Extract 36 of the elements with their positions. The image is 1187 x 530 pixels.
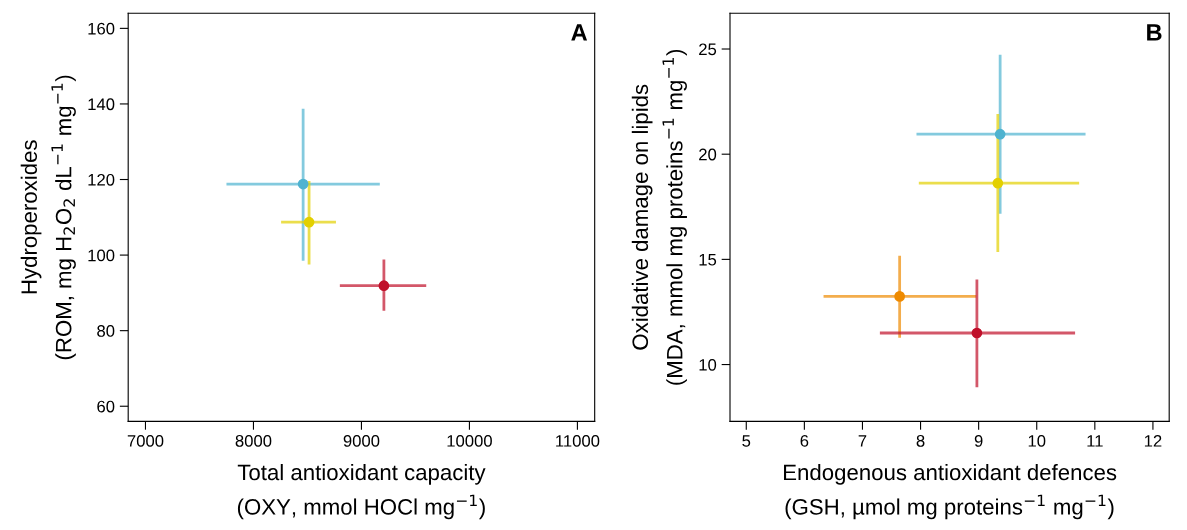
- x-tick-label: 10: [1028, 434, 1046, 447]
- point: [994, 128, 1006, 140]
- x-tick-label: 8: [916, 434, 925, 447]
- x-axis-title: Total antioxidant capacity (OXY, mmol HOCl mg$^{−1}$): [237, 463, 486, 520]
- text: Hydroperoxides (ROM, mg H$_{2}$O$_{2}$ dL$^{−1}$ mg$^{−1}$): [20, 75, 76, 360]
- y-tick-label: 140: [88, 98, 115, 111]
- point: [297, 178, 309, 190]
- x-tick-label: 9000: [343, 434, 380, 447]
- point: [971, 327, 983, 339]
- y-tick-label: 120: [88, 173, 115, 186]
- y-tick-label: 15: [699, 253, 717, 266]
- y-tick-label: 160: [88, 22, 115, 35]
- x-tick-label: 10000: [447, 434, 492, 447]
- x-tick-label: 6: [800, 434, 809, 447]
- x-tick-label: 8000: [235, 434, 272, 447]
- annotation: B: [1147, 24, 1162, 41]
- y-axis-title: Oxidative damage on lipids (MDA, mmol mg proteins$^{−1}$ mg$^{−1}$): [631, 49, 687, 385]
- y-tick-label: 60: [97, 400, 115, 413]
- x-axis-title: Endogenous antioxidant defences (GSH, µmol mg proteins$^{−1}$ mg$^{−1}$): [784, 463, 1117, 520]
- y-tick-label: 80: [97, 325, 115, 337]
- x-tick-label: 12: [1144, 434, 1162, 447]
- x-tick-label: 11: [1087, 435, 1103, 447]
- annotation: A: [571, 24, 588, 41]
- x-tick-label: 11000: [556, 434, 600, 447]
- y-tick-label: 20: [699, 148, 717, 161]
- point: [894, 291, 905, 302]
- point: [378, 280, 390, 292]
- x-tick-label: 9: [974, 434, 983, 447]
- y-tick-label: 10: [699, 358, 717, 371]
- y-tick-label: 25: [699, 43, 717, 56]
- y-tick-label: 100: [88, 249, 115, 262]
- x-tick-label: 7000: [127, 434, 164, 447]
- point: [992, 177, 1004, 189]
- x-tick-label: 7: [858, 435, 867, 447]
- x-tick-label: 5: [742, 435, 751, 447]
- point: [303, 216, 315, 228]
